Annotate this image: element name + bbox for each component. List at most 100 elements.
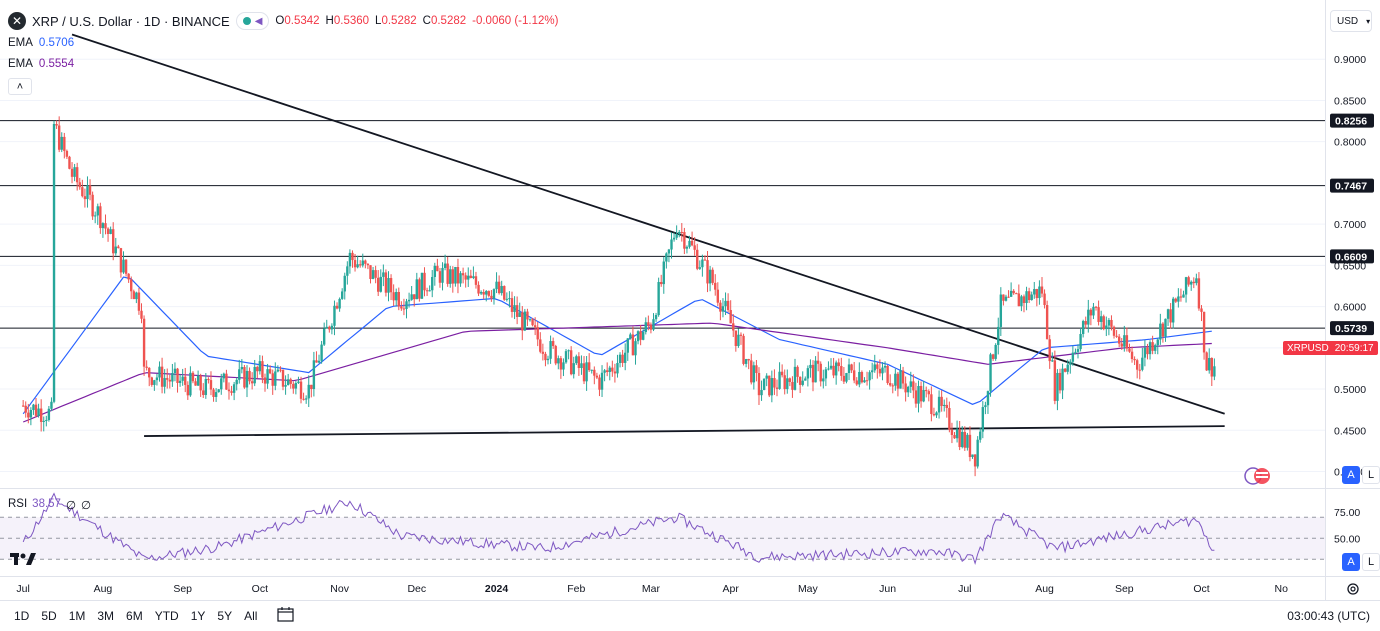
- candle-body: [1148, 342, 1152, 355]
- timeframe-6m[interactable]: 6M: [126, 609, 143, 623]
- time-axis[interactable]: Jul Aug Sep Oct Nov Dec 2024 Feb Mar Apr May Jun Jul…: [0, 576, 1325, 600]
- candle-body: [539, 339, 542, 352]
- candle-body: [961, 431, 964, 448]
- candle-body: [1177, 296, 1180, 302]
- timeframe-3m[interactable]: 3M: [97, 609, 115, 623]
- market-open-dot-icon: [242, 17, 251, 25]
- candle-body: [582, 363, 586, 382]
- candle-body: [374, 270, 377, 278]
- time-tick-label: Aug: [1035, 583, 1054, 595]
- rsi-pane[interactable]: RSI 38.57 ∅ ∅: [0, 488, 1325, 576]
- candle-body: [88, 185, 92, 195]
- candle-body: [50, 401, 53, 409]
- candle-body: [1120, 343, 1123, 347]
- candle-body: [997, 326, 1000, 345]
- log-scale-button[interactable]: L: [1362, 466, 1380, 484]
- chevron-down-icon: ▾: [1366, 16, 1371, 26]
- candle-body: [202, 390, 205, 395]
- candle-body: [209, 380, 213, 390]
- candle-body: [34, 404, 38, 416]
- price-chart-canvas[interactable]: [0, 0, 1325, 488]
- rsi-axis-canvas[interactable]: 75.00 50.00: [1326, 489, 1380, 577]
- candle-body: [546, 358, 550, 361]
- candle-body: [778, 371, 781, 389]
- timeframe-1d[interactable]: 1D: [14, 609, 30, 623]
- trendlines[interactable]: [71, 33, 1225, 437]
- timeframe-ytd[interactable]: YTD: [154, 609, 179, 623]
- candle-body: [611, 367, 614, 372]
- gear-icon[interactable]: [1326, 577, 1380, 601]
- candle-body: [395, 291, 398, 301]
- date-range-icon[interactable]: [277, 606, 295, 626]
- status-pill[interactable]: ◀: [235, 12, 270, 30]
- timeframe-5y[interactable]: 5Y: [217, 609, 233, 623]
- timeframe-1m[interactable]: 1M: [68, 609, 86, 623]
- candle-body: [248, 370, 251, 382]
- candle-body: [943, 404, 946, 406]
- timeframe-all[interactable]: All: [244, 609, 258, 623]
- candle-body: [714, 282, 717, 290]
- candle-body: [328, 326, 331, 330]
- candle-body: [117, 246, 120, 249]
- candle-body: [310, 384, 313, 390]
- candle-body: [865, 380, 869, 382]
- candle-body: [634, 341, 637, 356]
- symbol-title[interactable]: XRP / U.S. Dollar · 1D · BINANCE: [32, 13, 230, 29]
- candle-body: [642, 332, 645, 340]
- candle-body: [958, 429, 961, 448]
- rsi-canvas[interactable]: [0, 489, 1325, 577]
- candle-body: [775, 387, 779, 389]
- candle-body: [994, 344, 997, 359]
- time-axis-canvas[interactable]: Jul Aug Sep Oct Nov Dec 2024 Feb Mar Apr May Jun Jul…: [0, 577, 1325, 601]
- chart-settings[interactable]: [1325, 576, 1380, 600]
- price-axis[interactable]: 0.90000.85000.80000.70000.65000.60000.55…: [1325, 0, 1380, 488]
- candle-body: [21, 405, 25, 407]
- candle-body: [1182, 294, 1185, 298]
- candle-body: [678, 231, 681, 235]
- candle-body: [163, 378, 166, 387]
- level-price-tag: [1330, 249, 1374, 264]
- rsi-axis[interactable]: 75.00 50.00 A L: [1325, 488, 1380, 576]
- trendline-support[interactable]: [144, 425, 1225, 437]
- ema-fast-legend[interactable]: EMA 0.5706: [8, 37, 75, 49]
- candle-body: [86, 185, 89, 200]
- price-chart-pane[interactable]: ✕ XRP / U.S. Dollar · 1D · BINANCE ◀ O0.…: [0, 0, 1325, 488]
- auto-scale-button[interactable]: A: [1342, 466, 1360, 484]
- rsi-log-scale-button[interactable]: L: [1362, 553, 1380, 571]
- currency-selector[interactable]: USD ▾: [1330, 10, 1372, 32]
- rsi-value: 38.57: [32, 498, 61, 510]
- candle-body: [1195, 278, 1198, 284]
- candle-body: [654, 315, 658, 320]
- candle-body: [173, 368, 177, 374]
- price-axis-canvas[interactable]: 0.90000.85000.80000.70000.65000.60000.55…: [1326, 0, 1380, 488]
- candle-body: [732, 323, 735, 331]
- candle-body: [371, 270, 375, 279]
- candle-body: [189, 372, 192, 396]
- candle-body: [639, 331, 642, 340]
- ema-slow-legend[interactable]: EMA 0.5554: [8, 58, 75, 70]
- trendline-descending[interactable]: [71, 33, 1225, 415]
- tradingview-logo-icon[interactable]: [10, 547, 40, 573]
- candle-body: [312, 360, 316, 390]
- candle-body: [238, 369, 241, 380]
- candle-body: [822, 378, 825, 382]
- candle-body: [788, 378, 792, 382]
- rsi-legend[interactable]: RSI 38.57 ∅ ∅: [8, 498, 92, 512]
- candle-body: [696, 249, 699, 269]
- timeframe-5d[interactable]: 5D: [41, 609, 57, 623]
- candle-body: [919, 385, 923, 402]
- candle-body: [317, 360, 321, 363]
- candle-body: [261, 361, 264, 378]
- candle-body: [500, 286, 503, 294]
- candle-body: [55, 124, 58, 126]
- rsi-auto-scale-button[interactable]: A: [1342, 553, 1360, 571]
- candle-body: [701, 259, 704, 268]
- candle-body: [770, 378, 774, 396]
- utc-clock[interactable]: 03:00:43 (UTC): [1287, 609, 1370, 623]
- candle-body: [382, 272, 385, 277]
- timeframe-1y[interactable]: 1Y: [190, 609, 206, 623]
- candle-body: [1081, 321, 1085, 335]
- candle-body: [868, 372, 871, 381]
- candle-body: [950, 429, 954, 435]
- collapse-legend-button[interactable]: ˄: [8, 78, 32, 95]
